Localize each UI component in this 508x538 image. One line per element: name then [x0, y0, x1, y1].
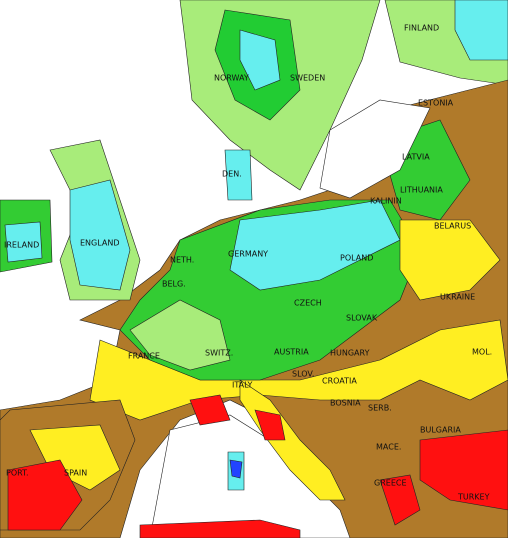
east-yellow	[399, 219, 501, 301]
country-label: BELG.	[162, 280, 186, 289]
country-label: ENGLAND	[80, 239, 120, 248]
country-label: LATVIA	[402, 153, 430, 162]
country-label: CZECH	[294, 299, 322, 308]
south-strip-red	[139, 519, 301, 538]
country-label: FRANCE	[128, 352, 160, 361]
country-label: NETH.	[170, 256, 194, 265]
country-label: BULGARIA	[420, 426, 461, 435]
country-label: DEN.	[222, 170, 242, 179]
country-label: NORWAY	[214, 74, 249, 83]
central-cyan	[229, 199, 401, 291]
country-label: SWEDEN	[290, 74, 325, 83]
country-label: CROATIA	[322, 377, 357, 386]
country-label: PORT.	[6, 469, 29, 478]
country-label: GREECE	[374, 479, 407, 488]
country-label: ESTONIA	[418, 99, 454, 108]
britain-cyan	[69, 179, 131, 291]
country-label: MOL.	[472, 348, 492, 357]
baltic-sea	[319, 99, 431, 199]
country-label: UKRAINE	[440, 293, 475, 302]
country-label: FINLAND	[404, 24, 439, 33]
country-label: KALININ	[370, 197, 402, 206]
france-red	[189, 394, 231, 426]
country-label: AUSTRIA	[274, 348, 309, 357]
country-label: ITALY	[232, 381, 252, 390]
country-label: SPAIN	[64, 469, 87, 478]
country-label: BOSNIA	[330, 399, 361, 408]
ireland-cyan	[4, 221, 43, 263]
sardinia-blue	[229, 459, 243, 479]
country-label: GERMANY	[228, 250, 268, 259]
country-label: HUNGARY	[330, 349, 370, 358]
country-label: POLAND	[340, 254, 373, 263]
italy	[239, 379, 346, 501]
country-label: SERB.	[368, 404, 392, 413]
greece-turkey-red	[419, 429, 508, 511]
country-label: SWITZ.	[205, 349, 233, 358]
country-label: TURKEY	[457, 493, 490, 502]
greece-red	[379, 474, 421, 526]
country-label: IRELAND	[4, 241, 39, 250]
central-light	[129, 299, 231, 371]
country-label: MACE.	[376, 443, 401, 452]
country-label: SLOVAK	[346, 314, 378, 323]
norway-cyan	[239, 29, 281, 91]
italy-red	[254, 409, 286, 441]
country-label: LITHUANIA	[400, 186, 443, 195]
finland-cyan	[454, 0, 508, 61]
yellow-band	[89, 319, 508, 421]
iberia-red	[7, 459, 83, 531]
country-label: SLOV.	[292, 370, 314, 379]
denmark	[224, 149, 253, 201]
country-label: BELARUS	[434, 222, 471, 231]
